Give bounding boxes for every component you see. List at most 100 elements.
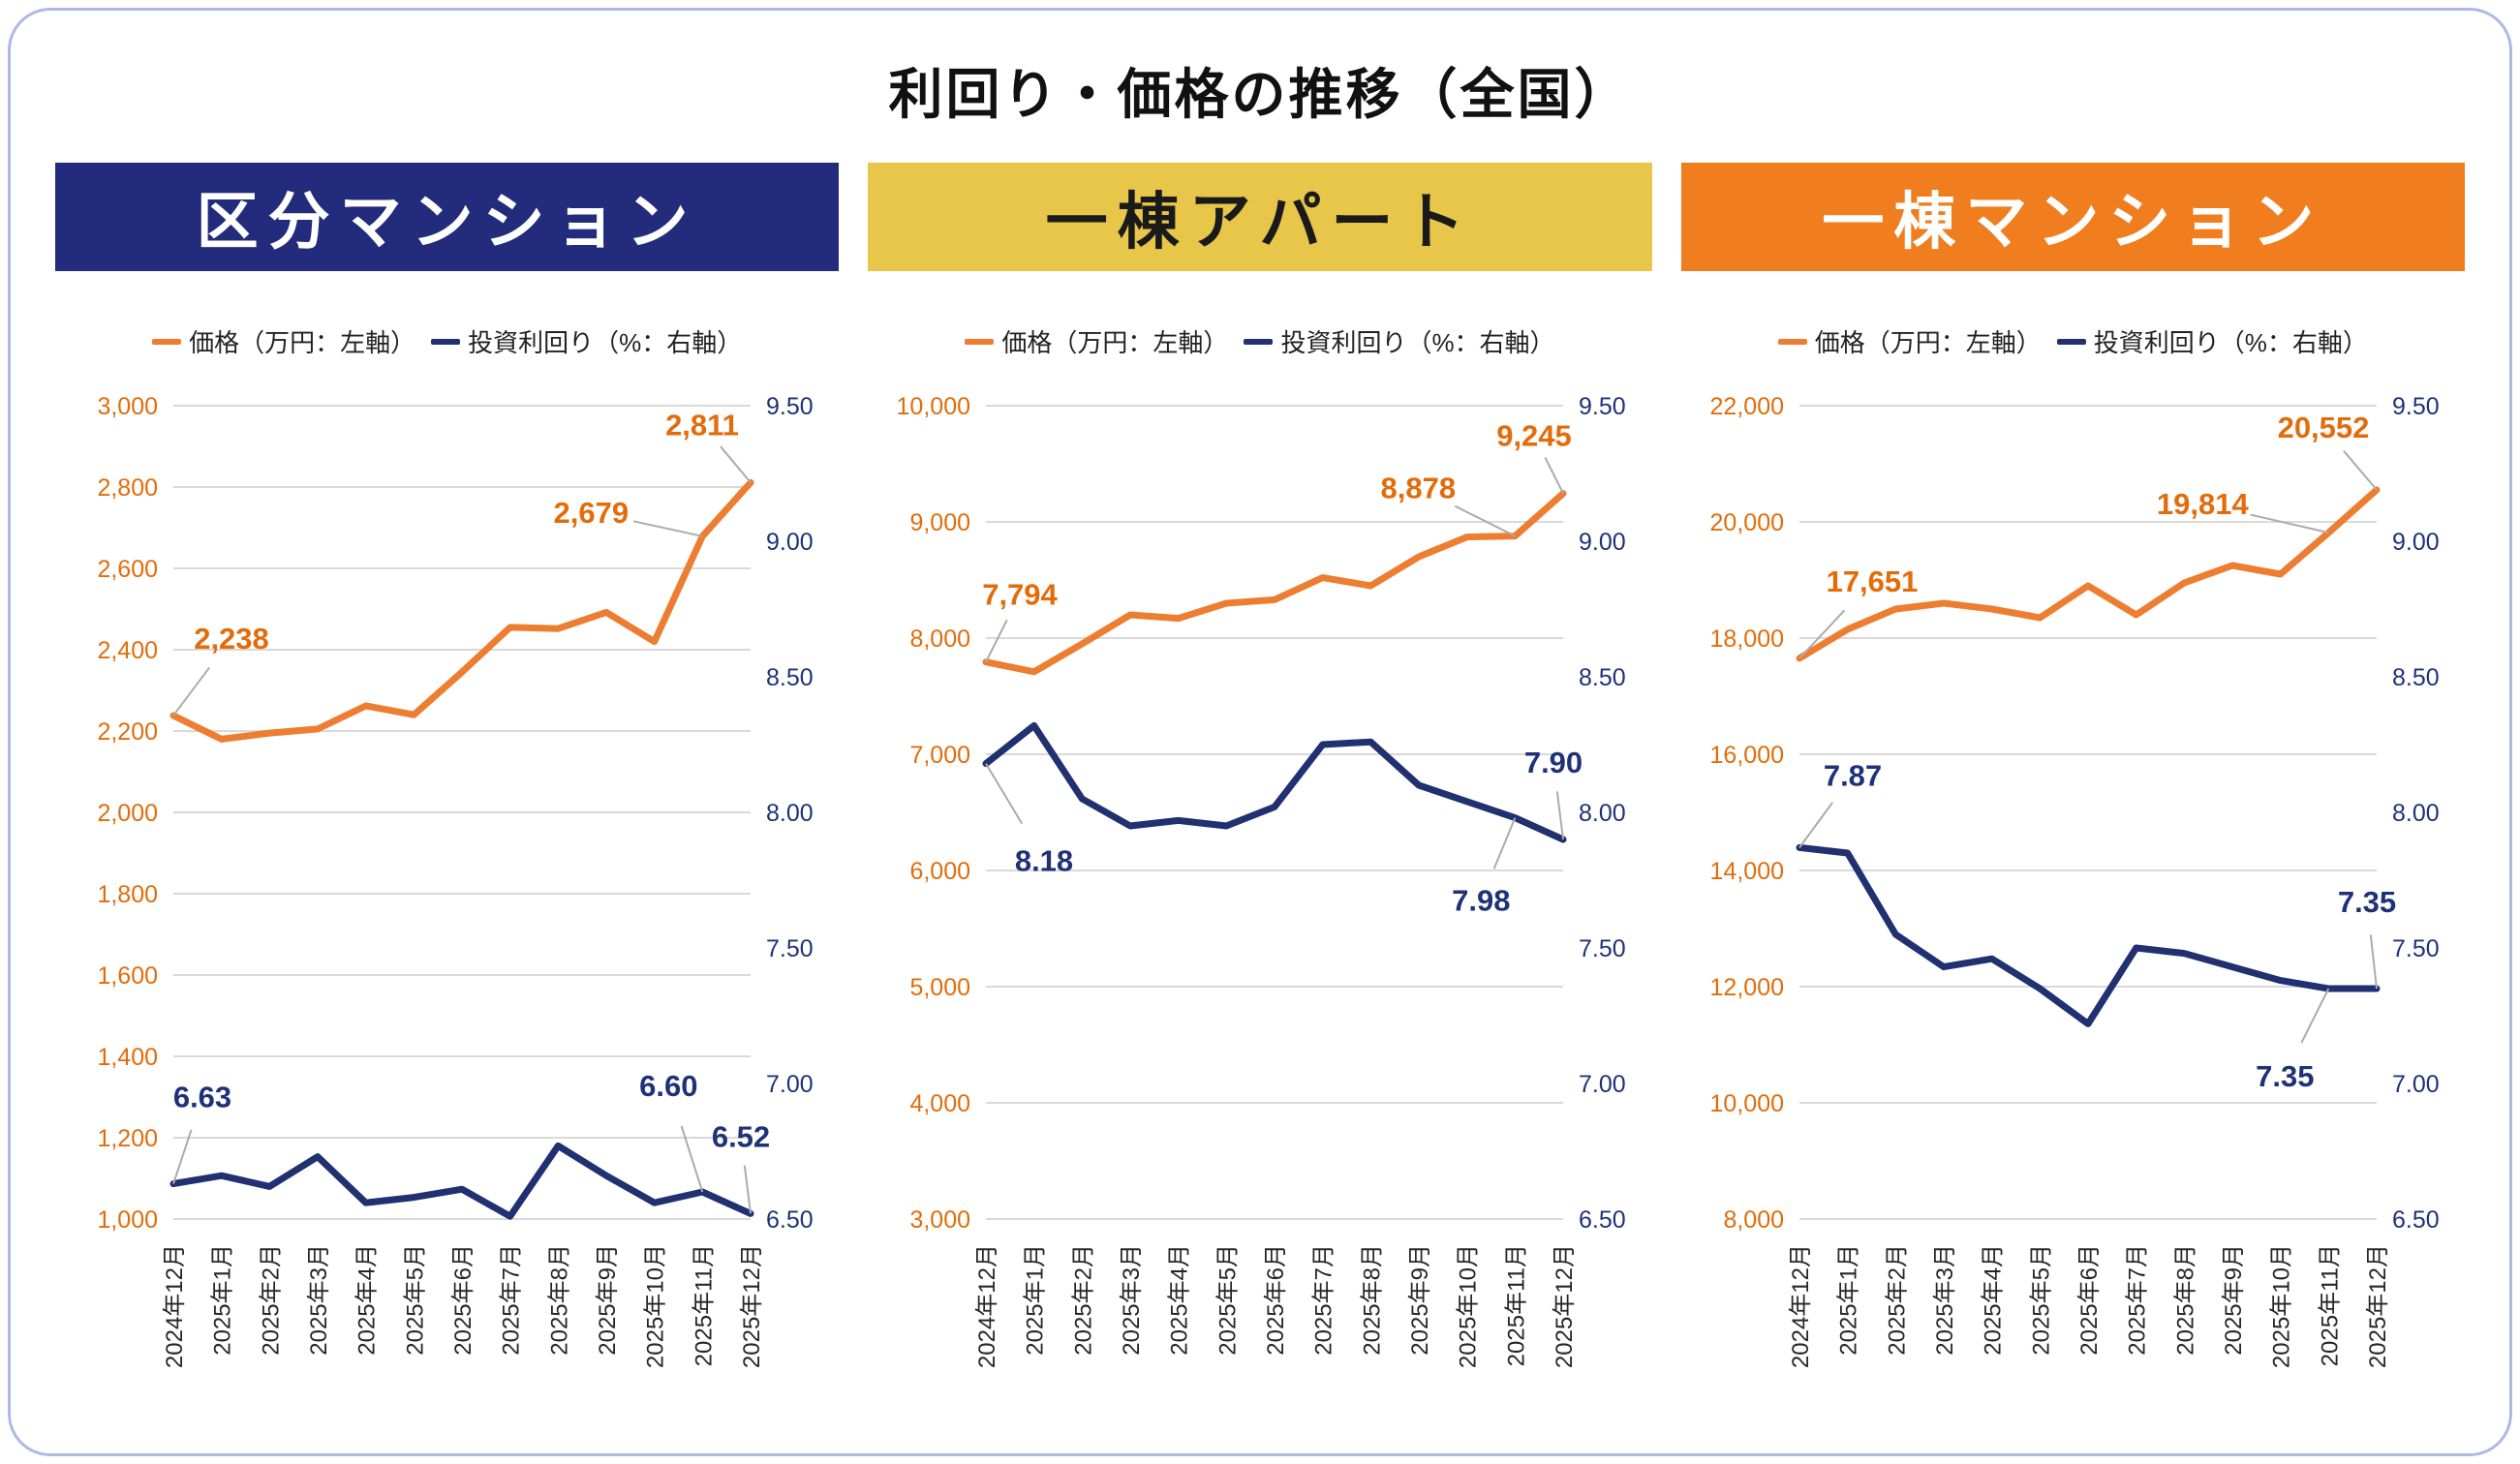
data-label: 2,679 [554, 496, 630, 530]
left-axis-tick: 2,400 [97, 637, 158, 664]
x-axis-label: 2025年7月 [1311, 1244, 1337, 1356]
annotation-leader-line [2250, 513, 2329, 534]
right-axis-tick: 8.00 [1579, 800, 1626, 827]
x-axis-label: 2025年5月 [2028, 1244, 2054, 1356]
x-axis-label: 2025年11月 [2317, 1244, 2343, 1366]
x-axis-label: 2025年7月 [2124, 1244, 2150, 1356]
annotations: 17,651 19,814 20,552 7.87 7.35 7.35 [1798, 411, 2396, 1093]
annotation-leader-line [2300, 988, 2329, 1044]
line-chart-itto-apart: 3,000 4,000 5,000 6,000 7,000 8,000 9,000 10,00… [897, 393, 1626, 1368]
legend-item-price: 価格（万円：左軸） [965, 323, 1228, 359]
legend: 価格（万円：左軸） 投資利回り（%：右軸） [55, 323, 839, 359]
right-axis-tick: 6.50 [2392, 1206, 2440, 1234]
data-label: 19,814 [2157, 487, 2250, 521]
x-axis-label: 2025年8月 [546, 1244, 572, 1356]
data-label: 7.35 [2256, 1059, 2314, 1093]
left-axis-tick: 3,000 [910, 1206, 971, 1234]
legend-label-price: 価格（万円：左軸） [189, 328, 416, 357]
annotation-leader-line [985, 763, 1024, 825]
x-axis-label: 2025年10月 [643, 1244, 669, 1368]
x-axis-label: 2025年1月 [210, 1244, 236, 1356]
left-axis-tick: 2,600 [97, 556, 158, 583]
right-axis-tick: 7.50 [1579, 935, 1626, 962]
data-label: 8,878 [1381, 472, 1457, 505]
left-axis-tick: 14,000 [1709, 858, 1783, 885]
left-axis-tick: 9,000 [910, 509, 971, 536]
right-axis-tick: 9.00 [1579, 529, 1626, 556]
line-chart-itto-mansion: 8,000 10,000 12,000 14,000 16,000 18,000 20,00… [1709, 393, 2440, 1368]
x-axis-labels: 2024年12月 2025年1月 2025年2月 2025年3月 2025年4月 2025… [974, 1244, 1578, 1368]
annotations: 2,238 2,679 2,811 6.63 6.60 6.52 [172, 408, 770, 1214]
x-axis-label: 2025年9月 [2221, 1244, 2247, 1356]
x-axis-label: 2025年12月 [2365, 1244, 2391, 1368]
left-axis-tick: 2,000 [97, 800, 158, 827]
annotation-leader-line [1455, 504, 1517, 537]
x-axis-label: 2025年10月 [1456, 1244, 1482, 1368]
x-axis-label: 2025年4月 [1167, 1244, 1193, 1356]
panel-itto-apart: 一棟アパート 価格（万円：左軸） 投資利回り（%：右軸） 3,000 4,000 5… [868, 163, 1652, 1453]
data-label: 7.35 [2337, 885, 2395, 919]
right-axis-tick: 7.00 [2392, 1071, 2440, 1098]
series-line-yield [169, 1142, 754, 1220]
x-axis-label: 2025年6月 [450, 1244, 476, 1356]
annotation-leader-line [743, 1165, 752, 1214]
data-label: 9,245 [1497, 419, 1573, 453]
data-label: 7.90 [1524, 746, 1583, 779]
axis-tick-labels: 3,000 4,000 5,000 6,000 7,000 8,000 9,000 10,00… [897, 393, 1626, 1234]
annotation-leader-line [1493, 817, 1517, 869]
x-axis-label: 2025年3月 [1119, 1244, 1145, 1356]
price-line-marker-icon [965, 338, 995, 345]
series-line-price [169, 478, 754, 743]
gridlines [986, 405, 1564, 1220]
panel-header-kubun-mansion: 区分マンション [55, 163, 840, 271]
left-axis-tick: 3,000 [97, 393, 158, 420]
left-axis-tick: 1,200 [97, 1125, 158, 1152]
panel-itto-mansion: 一棟マンション 価格（万円：左軸） 投資利回り（%：右軸） 8,000 10,00… [1680, 163, 2465, 1453]
page-title: 利回り・価格の推移（全国） [888, 64, 1632, 125]
series-lines [169, 478, 754, 1220]
left-axis-tick: 22,000 [1709, 393, 1783, 420]
annotation-leader-line [172, 666, 210, 717]
legend-item-price: 価格（万円：左軸） [152, 323, 415, 359]
right-axis-tick: 8.50 [766, 664, 814, 691]
x-axis-label: 2025年11月 [1504, 1244, 1530, 1366]
x-axis-label: 2025年7月 [499, 1244, 525, 1356]
left-axis-tick: 10,000 [1709, 1090, 1783, 1117]
legend: 価格（万円：左軸） 投資利回り（%：右軸） [868, 323, 1651, 359]
left-axis-tick: 5,000 [910, 974, 971, 1001]
legend-label-yield: 投資利回り（%：右軸） [1280, 328, 1555, 357]
x-axis-label: 2025年2月 [258, 1244, 284, 1356]
left-axis-tick: 10,000 [897, 393, 970, 420]
annotation-leader-line [680, 1125, 704, 1193]
left-axis-tick: 4,000 [910, 1090, 971, 1117]
legend-label-price: 価格（万円：左軸） [1001, 328, 1229, 357]
x-axis-label: 2025年1月 [1835, 1244, 1861, 1356]
right-axis-tick: 9.00 [766, 529, 814, 556]
x-axis-label: 2025年6月 [1263, 1244, 1289, 1356]
left-axis-tick: 8,000 [1723, 1206, 1784, 1234]
panels-row: 区分マンション 価格（万円：左軸） 投資利回り（%：右軸） 1,000 1,200… [11, 163, 2509, 1453]
series-line-price [1796, 486, 2381, 662]
x-axis-label: 2025年12月 [739, 1244, 765, 1368]
right-axis-tick: 7.50 [2392, 935, 2440, 962]
price-line-marker-icon [152, 338, 182, 345]
data-label: 17,651 [1826, 564, 1918, 598]
data-label: 7,794 [983, 578, 1059, 612]
x-axis-label: 2025年2月 [1884, 1244, 1910, 1356]
left-axis-tick: 1,600 [97, 962, 158, 990]
annotation-leader-line [985, 619, 1008, 663]
legend-item-price: 価格（万円：左軸） [1777, 323, 2042, 359]
panel-kubun-mansion: 区分マンション 価格（万円：左軸） 投資利回り（%：右軸） 1,000 1,200… [55, 163, 840, 1453]
x-axis-label: 2025年4月 [354, 1244, 381, 1356]
right-axis-tick: 7.50 [766, 935, 814, 962]
x-axis-labels: 2024年12月 2025年1月 2025年2月 2025年3月 2025年4月 2025… [162, 1244, 765, 1368]
right-axis-tick: 9.50 [1579, 393, 1626, 420]
legend-item-yield: 投資利回り（%：右軸） [431, 323, 742, 359]
right-axis-tick: 9.50 [766, 393, 814, 420]
annotation-leader-line [632, 520, 703, 537]
left-axis-tick: 20,000 [1709, 509, 1783, 536]
data-label: 6.52 [712, 1119, 770, 1153]
legend-label-yield: 投資利回り（%：右軸） [2093, 328, 2368, 357]
annotation-leader-line [1544, 456, 1565, 495]
left-axis-tick: 1,400 [97, 1044, 158, 1071]
